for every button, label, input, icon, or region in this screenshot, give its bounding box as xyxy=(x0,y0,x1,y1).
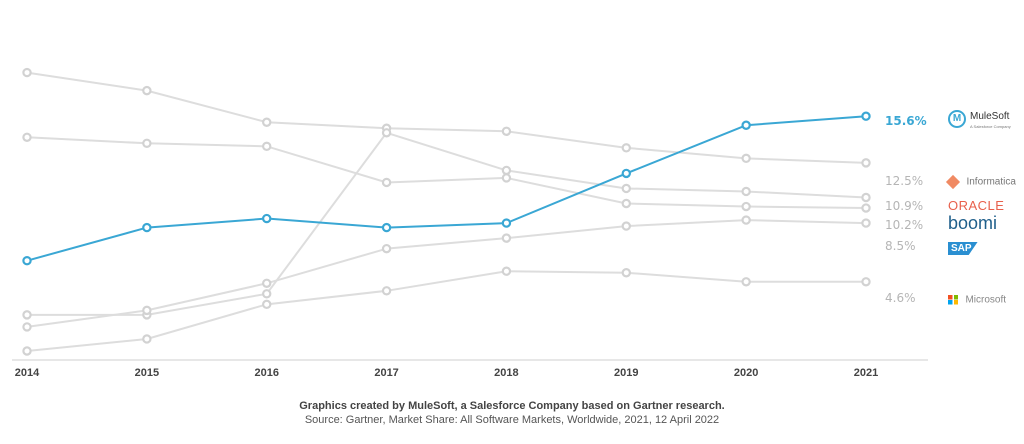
legend-microsoft-label: Microsoft xyxy=(965,294,1007,306)
point-microsoft-2014 xyxy=(22,346,32,356)
point-sap-2016 xyxy=(262,278,272,288)
point-mulesoft-2018 xyxy=(501,218,512,228)
mulesoft-logo-icon: M xyxy=(948,110,966,128)
series-line-boomi xyxy=(27,131,867,316)
point-sap-2018 xyxy=(501,233,512,243)
series-markers xyxy=(22,67,871,356)
point-mulesoft-2020 xyxy=(741,120,751,130)
series-line-sap xyxy=(26,219,867,328)
end-value-labels: 15.6% 12.5% 10.9% 10.2% 8.5% 4.6% xyxy=(885,114,927,305)
informatica-logo-icon xyxy=(945,174,961,189)
x-tick-2020: 2020 xyxy=(734,367,758,379)
point-sap-2015 xyxy=(142,305,152,316)
point-sap-2014 xyxy=(22,322,32,332)
point-informatica-2021 xyxy=(861,158,871,168)
legend-mulesoft-sublabel: A Salesforce Company xyxy=(970,124,1011,129)
line-chart: 2014 2015 2016 2017 2018 2019 2020 2021 15.6% 12… xyxy=(12,67,928,379)
point-oracle-2014 xyxy=(22,132,32,142)
end-label-5: 4.6% xyxy=(885,291,916,305)
point-oracle-2015 xyxy=(142,138,152,149)
footer-source: Source: Gartner, Market Share: All Softw… xyxy=(304,414,720,426)
point-sap-2017 xyxy=(381,243,392,254)
series-line-microsoft xyxy=(26,270,866,352)
point-microsoft-2017 xyxy=(381,286,392,296)
end-label-3: 10.2% xyxy=(885,218,923,232)
legend-oracle-label: ORACLE xyxy=(948,198,1005,213)
end-label-4: 8.5% xyxy=(885,239,916,253)
legend-boomi: boomi xyxy=(948,213,997,234)
footer-credit: Graphics created by MuleSoft, a Salesfor… xyxy=(299,400,725,412)
point-boomi-2016 xyxy=(262,289,272,299)
point-oracle-2018 xyxy=(501,173,512,183)
series-lines xyxy=(26,71,867,352)
x-tick-2016: 2016 xyxy=(254,367,278,379)
point-mulesoft-2015 xyxy=(142,222,152,233)
point-microsoft-2019 xyxy=(621,268,631,278)
legend-mulesoft: M MuleSoft A Salesforce Company xyxy=(948,108,1020,134)
series-line-informatica xyxy=(26,71,867,164)
series-line-mulesoft xyxy=(26,115,867,262)
point-microsoft-2018 xyxy=(501,266,512,276)
point-boomi-2018 xyxy=(501,165,512,176)
point-boomi-2021 xyxy=(861,192,871,203)
point-oracle-2019 xyxy=(621,198,631,209)
x-tick-2018: 2018 xyxy=(494,367,518,379)
point-boomi-2014 xyxy=(22,310,32,320)
point-mulesoft-2014 xyxy=(22,256,32,266)
point-informatica-2019 xyxy=(621,143,631,153)
point-microsoft-2015 xyxy=(142,334,152,344)
x-tick-2015: 2015 xyxy=(135,367,159,379)
point-oracle-2020 xyxy=(741,201,751,212)
point-sap-2020 xyxy=(741,215,751,225)
x-tick-2019: 2019 xyxy=(614,367,638,379)
end-label-1: 12.5% xyxy=(885,174,923,188)
legend-oracle: ORACLE xyxy=(948,197,1004,215)
point-oracle-2016 xyxy=(262,141,272,152)
x-tick-2021: 2021 xyxy=(854,367,878,379)
legend-microsoft: Microsoft xyxy=(948,291,1006,309)
point-mulesoft-2019 xyxy=(621,168,631,179)
x-tick-2017: 2017 xyxy=(374,367,398,379)
end-label-0: 15.6% xyxy=(885,114,927,128)
point-informatica-2018 xyxy=(501,126,512,136)
legend-informatica-label: Informatica xyxy=(966,176,1016,188)
point-boomi-2020 xyxy=(741,186,751,197)
point-microsoft-2021 xyxy=(861,277,871,287)
legend-sap: SAP xyxy=(948,238,978,256)
point-microsoft-2016 xyxy=(262,299,272,310)
legend-mulesoft-label: MuleSoft xyxy=(970,111,1010,122)
legend-sap-label: SAP xyxy=(948,242,978,255)
point-oracle-2021 xyxy=(861,203,871,213)
point-boomi-2019 xyxy=(621,183,631,194)
x-tick-labels: 2014 2015 2016 2017 2018 2019 2020 2021 xyxy=(15,367,878,379)
point-informatica-2020 xyxy=(741,153,751,164)
legend-boomi-label: boomi xyxy=(948,213,998,233)
point-mulesoft-2021 xyxy=(861,111,871,121)
point-informatica-2014 xyxy=(22,67,32,78)
point-informatica-2015 xyxy=(142,85,152,96)
point-boomi-2017 xyxy=(381,128,392,138)
point-mulesoft-2016 xyxy=(262,213,272,224)
point-sap-2019 xyxy=(621,221,631,231)
end-label-2: 10.9% xyxy=(885,199,923,213)
microsoft-logo-icon xyxy=(948,294,958,305)
point-oracle-2017 xyxy=(381,177,392,188)
series-line-oracle xyxy=(26,136,867,210)
point-mulesoft-2017 xyxy=(381,222,392,233)
point-informatica-2016 xyxy=(262,117,272,127)
point-microsoft-2020 xyxy=(741,277,751,287)
legend-informatica: Informatica xyxy=(945,173,1016,191)
point-sap-2021 xyxy=(861,218,871,228)
x-tick-2014: 2014 xyxy=(15,367,40,379)
